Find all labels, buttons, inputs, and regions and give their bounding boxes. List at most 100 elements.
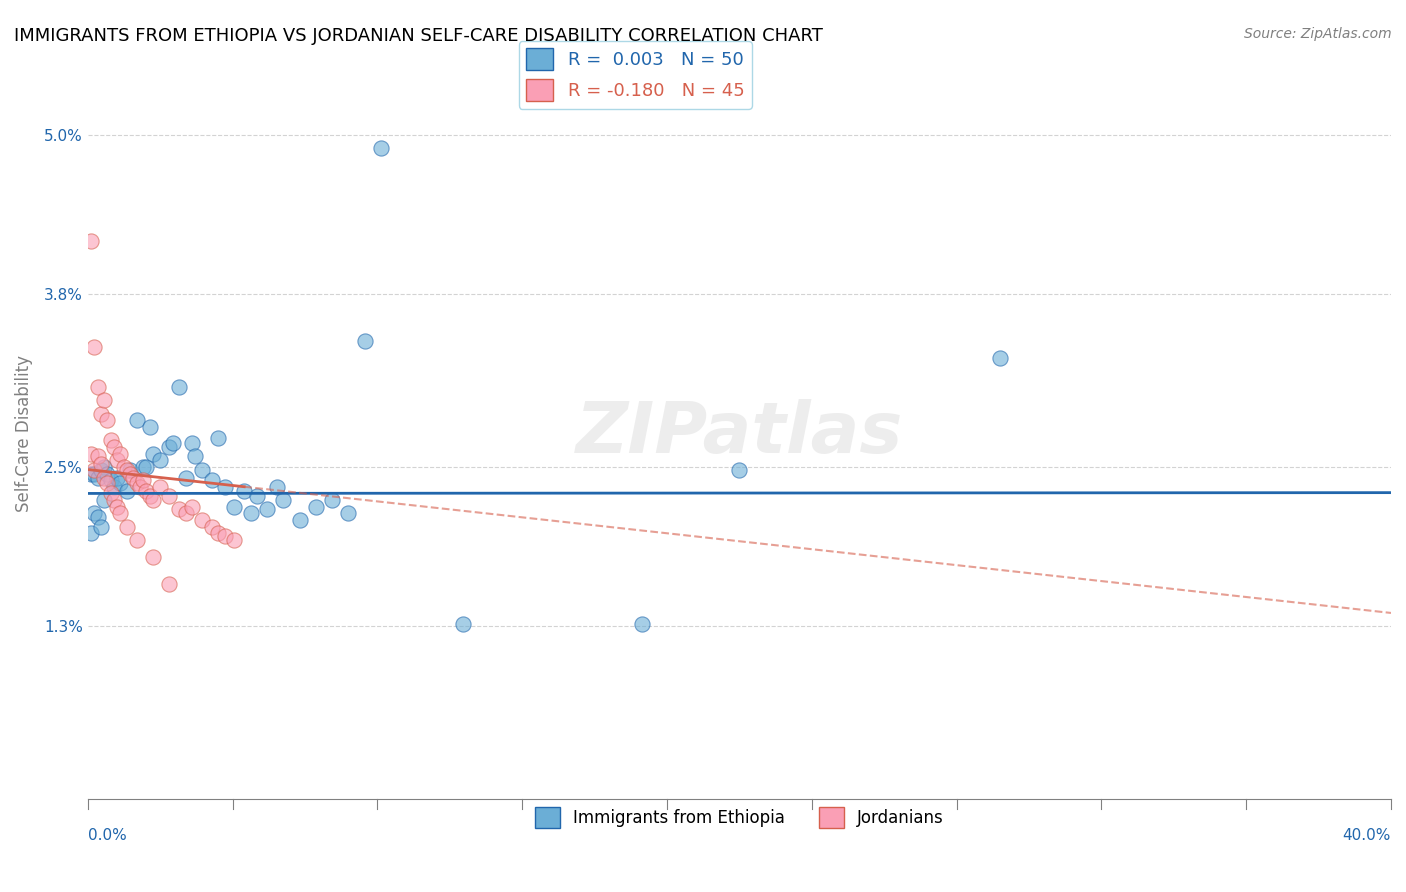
Text: 0.0%: 0.0% [87,828,127,843]
Point [174,470,197,484]
Point [135,459,157,474]
Point [90,462,112,476]
Point [246,489,269,503]
Point [100,473,122,487]
Point [100,434,122,448]
Point [201,473,224,487]
Point [132,459,155,474]
Point [139,489,162,503]
Point [139,420,162,434]
Point [174,507,197,521]
Point [630,616,652,631]
Point [451,616,474,631]
Point [142,550,165,565]
Point [305,500,328,514]
Point [83,507,105,521]
Point [148,480,170,494]
Point [93,493,115,508]
Point [125,475,148,490]
Point [214,529,236,543]
Point [83,462,105,476]
Point [112,459,135,474]
Text: IMMIGRANTS FROM ETHIOPIA VS JORDANIAN SELF-CARE DISABILITY CORRELATION CHART: IMMIGRANTS FROM ETHIOPIA VS JORDANIAN SE… [14,27,823,45]
Point [86,510,108,524]
Point [90,519,112,533]
Point [224,533,246,547]
Point [105,500,128,514]
Point [207,431,229,445]
Legend: Immigrants from Ethiopia, Jordanians: Immigrants from Ethiopia, Jordanians [529,801,950,834]
Point [266,480,288,494]
Point [93,393,115,408]
Point [167,502,190,516]
Point [337,507,360,521]
Point [86,449,108,463]
Point [100,486,122,500]
Point [184,449,207,463]
Point [167,380,190,394]
Point [80,526,103,541]
Point [96,467,118,481]
Point [132,473,155,487]
Point [96,475,118,490]
Point [142,447,165,461]
Text: Source: ZipAtlas.com: Source: ZipAtlas.com [1244,27,1392,41]
Point [115,462,138,476]
Point [105,453,128,467]
Point [157,576,180,591]
Point [181,500,204,514]
Point [353,334,375,348]
Point [129,480,152,494]
Point [207,526,229,541]
Point [191,462,214,476]
Point [80,447,103,461]
Point [135,483,157,498]
Point [214,480,236,494]
Point [115,483,138,498]
Point [148,453,170,467]
Text: ZIPatlas: ZIPatlas [575,400,903,468]
Point [103,493,125,508]
Text: 40.0%: 40.0% [1343,828,1391,843]
Point [191,513,214,527]
Point [181,436,204,450]
Point [96,413,118,427]
Point [80,234,103,248]
Point [90,457,112,471]
Point [93,470,115,484]
Point [256,502,278,516]
Point [105,470,128,484]
Point [157,489,180,503]
Point [321,493,343,508]
Point [110,507,132,521]
Point [370,141,392,155]
Point [201,519,224,533]
Point [120,467,142,481]
Point [122,470,145,484]
Point [103,480,125,494]
Point [83,340,105,354]
Point [93,459,115,474]
Y-axis label: Self-Care Disability: Self-Care Disability [15,355,32,512]
Point [125,413,148,427]
Point [103,440,125,454]
Point [224,500,246,514]
Point [728,462,751,476]
Point [86,380,108,394]
Point [110,475,132,490]
Point [125,533,148,547]
Point [273,493,295,508]
Point [988,351,1011,365]
Point [115,519,138,533]
Point [142,493,165,508]
Point [239,507,262,521]
Point [157,440,180,454]
Point [288,513,311,527]
Point [83,467,105,481]
Point [86,470,108,484]
Point [110,447,132,461]
Point [120,462,142,476]
Point [80,467,103,481]
Point [233,483,256,498]
Point [162,436,184,450]
